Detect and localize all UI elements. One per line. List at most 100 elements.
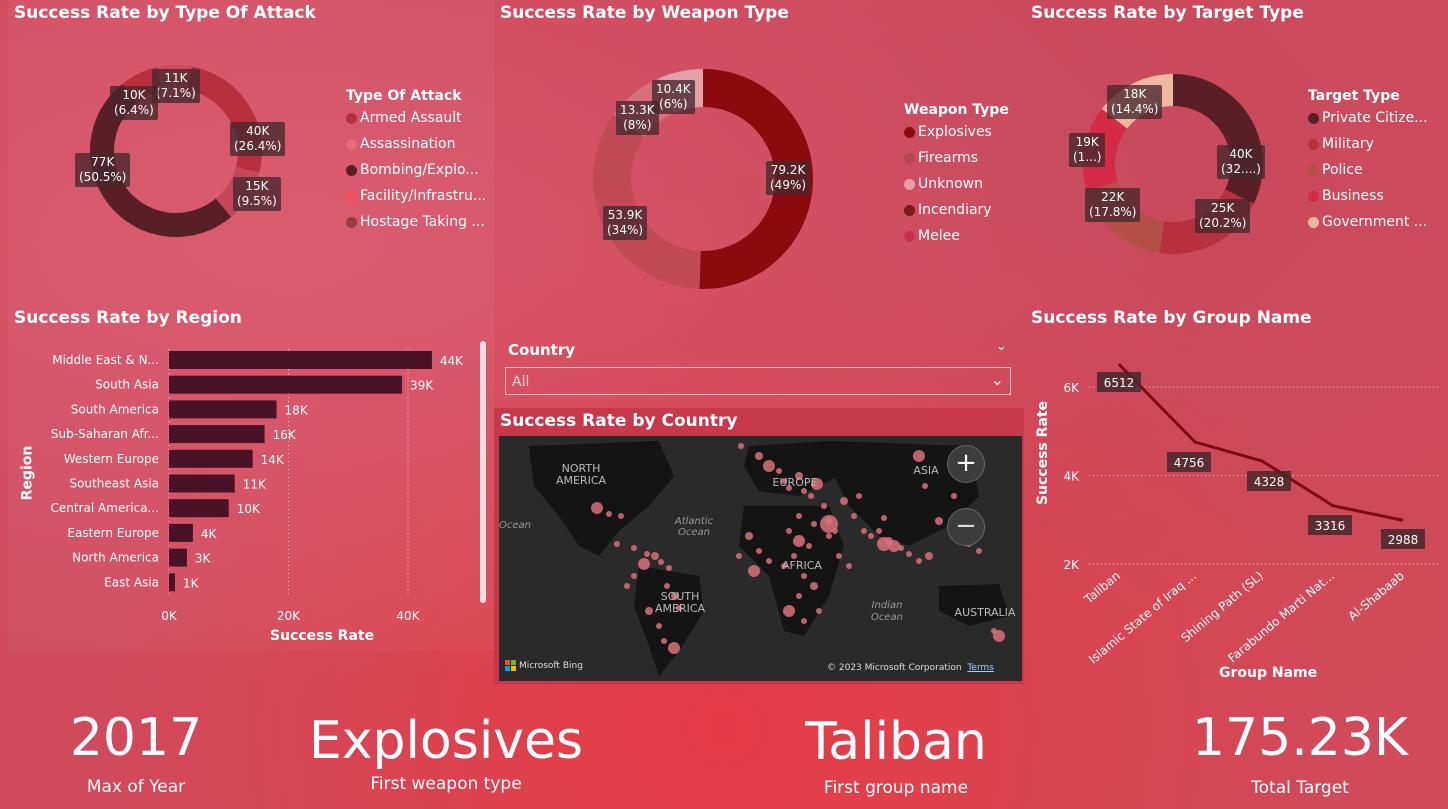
attack-legend-item[interactable]: Bombing/Explo... (346, 162, 486, 178)
attack-legend-item[interactable]: Hostage Taking ... (346, 214, 486, 230)
group-chart-title: Success Rate by Group Name (1031, 308, 1312, 328)
map-incident-dot (631, 545, 637, 551)
map-incident-dot (656, 623, 662, 629)
map-label-south-america: SOUTH (661, 590, 700, 603)
map-incident-dot (846, 563, 852, 569)
group-x-tick: Taliban (1081, 569, 1123, 607)
chevron-down-icon: ⌄ (990, 370, 1004, 389)
region-bar (169, 425, 265, 444)
map-label-pacific: Ocean (499, 520, 531, 531)
target-legend-item[interactable]: Police (1308, 162, 1428, 178)
weapon-donut-panel: Success Rate by Weapon Type 10.4K (6%) 13… (494, 0, 1024, 330)
group-data-label: 6512 (1104, 376, 1135, 390)
region-category-label: Central America... (51, 501, 159, 515)
map-incident-dot (916, 558, 922, 564)
target-label-3: 40K (32....) (1217, 145, 1265, 179)
region-value-label: 44K (440, 354, 464, 368)
map-label-indian-2: Ocean (871, 612, 903, 623)
map-incident-dot (783, 605, 795, 617)
zoom-out-button[interactable]: − (947, 508, 985, 546)
attack-slice-bombing (90, 83, 232, 237)
region-x-tick: 0K (161, 609, 178, 623)
region-value-label: 4K (201, 527, 218, 541)
country-map-panel: Success Rate by Country NORTH AMERICA EU… (494, 408, 1024, 684)
zoom-in-button[interactable]: + (947, 445, 985, 483)
region-x-tick: 20K (277, 609, 301, 623)
map-incident-dot (820, 515, 838, 533)
weapon-legend-item[interactable]: Firearms (904, 150, 1009, 166)
weapon-label-1: 10.4K (6%) (652, 80, 695, 114)
map-label-indian: Indian (872, 600, 903, 611)
region-category-label: South America (71, 402, 159, 416)
map-incident-dot (756, 548, 762, 554)
kpi-group-value: Taliban (805, 712, 987, 772)
target-label-4: 22K (17.8%) (1085, 188, 1141, 222)
region-bar (169, 523, 193, 542)
weapon-legend-title: Weapon Type (904, 102, 1009, 118)
continent-south-america (634, 566, 704, 676)
map-incident-dot (801, 618, 807, 624)
region-bar (169, 400, 277, 419)
region-bar (169, 449, 253, 468)
target-label-5: 25K (20.2%) (1195, 199, 1251, 233)
map-incident-dot (786, 528, 792, 534)
map-incident-dot (671, 592, 679, 600)
map-incident-dot (811, 521, 817, 527)
region-bar (169, 351, 432, 369)
target-legend-item[interactable]: Government ... (1308, 214, 1428, 230)
country-dropdown[interactable]: All ⌄ (505, 367, 1011, 395)
map-incident-dot (668, 642, 680, 654)
region-value-label: 18K (285, 403, 309, 417)
target-legend-item[interactable]: Business (1308, 188, 1428, 204)
country-slicer-label: Country (508, 341, 576, 359)
group-data-label-bg (1308, 515, 1352, 535)
map-incident-dot (763, 460, 775, 472)
group-data-label-bg (1097, 372, 1141, 392)
attack-legend-item[interactable]: Assassination (346, 136, 486, 152)
map-incident-dot (661, 638, 667, 644)
weapon-legend-item[interactable]: Incendiary (904, 202, 1009, 218)
map-incident-dot (861, 528, 867, 534)
region-value-label: 1K (183, 576, 200, 590)
map-incident-dot (801, 488, 807, 494)
attack-legend-item[interactable]: Facility/Infrastru... (346, 188, 486, 204)
map-label-atlantic-2: Ocean (678, 527, 710, 538)
weapon-legend-item[interactable]: Melee (904, 228, 1009, 244)
map-chart-title: Success Rate by Country (500, 411, 738, 431)
target-legend-title: Target Type (1308, 88, 1400, 104)
map-incident-dot (888, 540, 900, 552)
target-legend-item[interactable]: Private Citize... (1308, 110, 1428, 126)
map-incident-dot (898, 545, 904, 551)
map-incident-dot (856, 493, 862, 499)
map-incident-dot (658, 559, 664, 565)
map-canvas[interactable]: NORTH AMERICA EUROPE ASIA AFRICA SOUTH A… (499, 436, 1022, 681)
map-incident-dot (796, 513, 802, 519)
attack-legend-title: Type Of Attack (346, 88, 462, 104)
map-incident-dot (638, 558, 650, 570)
map-incident-dot (826, 533, 832, 539)
weapon-legend-item[interactable]: Unknown (904, 176, 1009, 192)
map-label-europe: EUROPE (773, 476, 818, 489)
map-incident-dot (808, 493, 814, 499)
region-bar (169, 573, 175, 592)
group-line (1117, 363, 1404, 522)
weapon-label-4: 53.9K (34%) (603, 206, 648, 240)
slicer-collapse-icon[interactable]: ⌄ (996, 339, 1007, 354)
world-map: NORTH AMERICA EUROPE ASIA AFRICA SOUTH A… (499, 441, 1016, 676)
attack-legend-item[interactable]: Armed Assault (346, 110, 486, 126)
map-incident-dot (868, 533, 874, 539)
map-label-south-america-2: AMERICA (655, 602, 706, 615)
map-incident-dot (876, 528, 882, 534)
target-legend-item[interactable]: Military (1308, 136, 1428, 152)
kpi-weapon-value: Explosives (308, 711, 584, 771)
weapon-legend-item[interactable]: Explosives (904, 124, 1009, 140)
country-dropdown-value: All (512, 374, 530, 390)
map-incident-dot (776, 468, 782, 474)
region-scrollbar[interactable] (480, 341, 486, 603)
group-data-label: 4328 (1254, 475, 1285, 489)
terms-link[interactable]: Terms (967, 663, 994, 673)
weapon-chart-title: Success Rate by Weapon Type (500, 3, 789, 23)
region-x-tick: 40K (396, 609, 420, 623)
map-incident-dot (791, 553, 797, 559)
